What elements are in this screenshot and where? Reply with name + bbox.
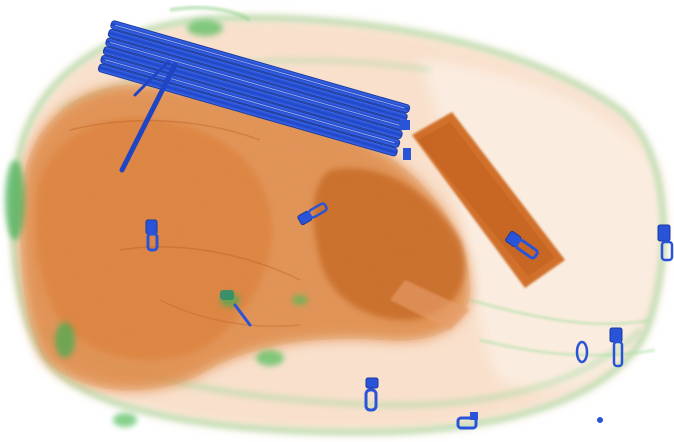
zipper-pull-7	[575, 327, 624, 368]
zipper-pull-4	[220, 290, 252, 327]
zipper-pull-3	[505, 230, 539, 260]
organic-mass	[20, 84, 471, 391]
zipper-pull-1	[145, 219, 159, 252]
zipper-pull-2	[297, 202, 328, 226]
zipper-pulls	[145, 202, 674, 430]
zipper-pull-5	[364, 377, 379, 412]
zipper-pull-8	[657, 224, 674, 262]
rod-bundle	[97, 20, 411, 173]
zipper-pull-6	[456, 412, 478, 430]
